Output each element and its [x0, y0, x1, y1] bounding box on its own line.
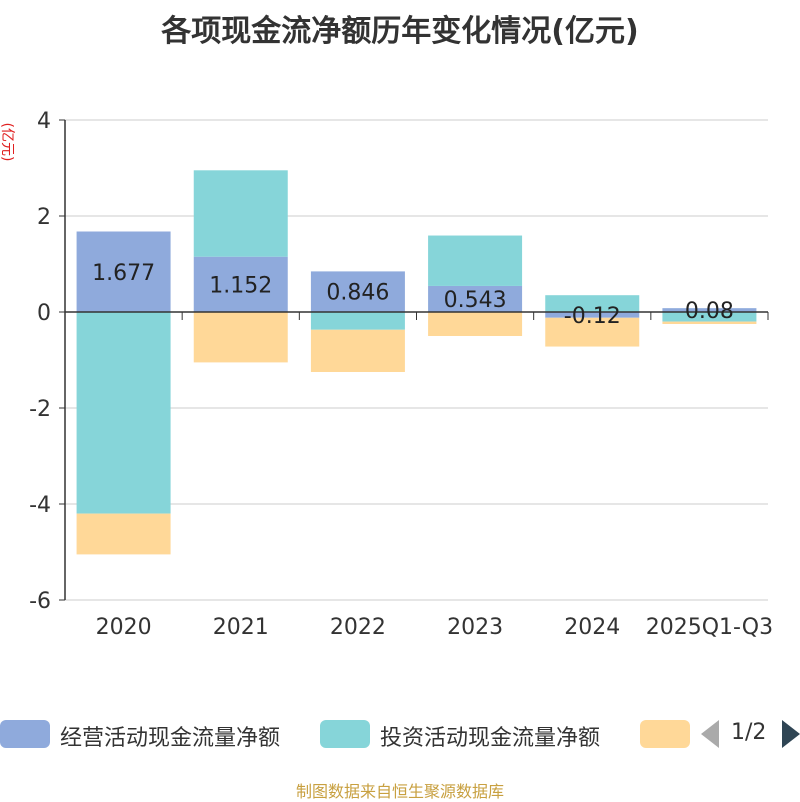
legend: 经营活动现金流量净额 投资活动现金流量净额 [0, 716, 800, 752]
y-tick-label: -6 [29, 589, 51, 614]
bar-operating-2024 [545, 312, 640, 318]
chart-title: 各项现金流净额历年变化情况(亿元) [161, 14, 639, 49]
legend-label-investing: 投资活动现金流量净额 [380, 726, 601, 751]
data-label: 0.543 [444, 288, 507, 313]
bar-investing-2020 [76, 312, 171, 514]
legend-swatch-operating [0, 720, 50, 748]
chart-area: 4 2 0 -2 -4 -6 1.677 1.152 0.846 0.543 -0.12 0.08 20… [29, 109, 773, 640]
bar-investing-2022 [310, 312, 405, 330]
data-label: 1.677 [92, 261, 155, 286]
legend-swatch-investing [320, 720, 370, 748]
bar-financing-2024 [545, 317, 640, 347]
y-tick-label: 0 [37, 301, 51, 326]
data-label: 0.846 [326, 281, 389, 306]
x-tick-label: 2023 [447, 615, 503, 640]
bar-financing-2023 [428, 312, 523, 336]
legend-swatch-financing [640, 720, 690, 748]
legend-prev-page-icon[interactable] [701, 720, 719, 748]
y-tick-label: 2 [37, 205, 51, 230]
bar-investing-2023 [428, 235, 523, 286]
legend-label-operating: 经营活动现金流量净额 [60, 726, 281, 751]
x-tick-label: 2024 [564, 615, 620, 640]
bar-investing-2025Q1-Q3 [662, 312, 757, 322]
x-tick-label: 2025Q1-Q3 [646, 615, 773, 640]
bar-financing-2025Q1-Q3 [662, 321, 757, 324]
legend-next-page-icon[interactable] [782, 720, 800, 748]
bar-financing-2021 [193, 312, 288, 363]
data-label: 0.08 [685, 299, 734, 324]
x-tick-label: 2021 [213, 615, 269, 640]
bar-operating-2021 [193, 256, 288, 312]
data-label: 1.152 [209, 273, 272, 298]
bar-operating-2023 [428, 285, 523, 312]
bar-investing-2021 [193, 170, 288, 257]
data-label: -0.12 [564, 304, 621, 329]
bar-operating-2020 [76, 231, 171, 312]
bar-financing-2022 [310, 329, 405, 372]
bar-investing-2024 [545, 295, 640, 312]
bar-financing-2020 [76, 513, 171, 555]
source-footer: 制图数据来自恒生聚源数据库 [295, 782, 504, 801]
x-tick-label: 2020 [96, 615, 152, 640]
bar-operating-2022 [310, 271, 405, 312]
y-tick-label: 4 [37, 109, 51, 134]
bar-operating-2025Q1-Q3 [662, 308, 757, 312]
legend-page-indicator: 1/2 [731, 720, 767, 745]
y-tick-label: -2 [29, 397, 51, 422]
y-tick-label: -4 [29, 493, 51, 518]
x-tick-label: 2022 [330, 615, 386, 640]
